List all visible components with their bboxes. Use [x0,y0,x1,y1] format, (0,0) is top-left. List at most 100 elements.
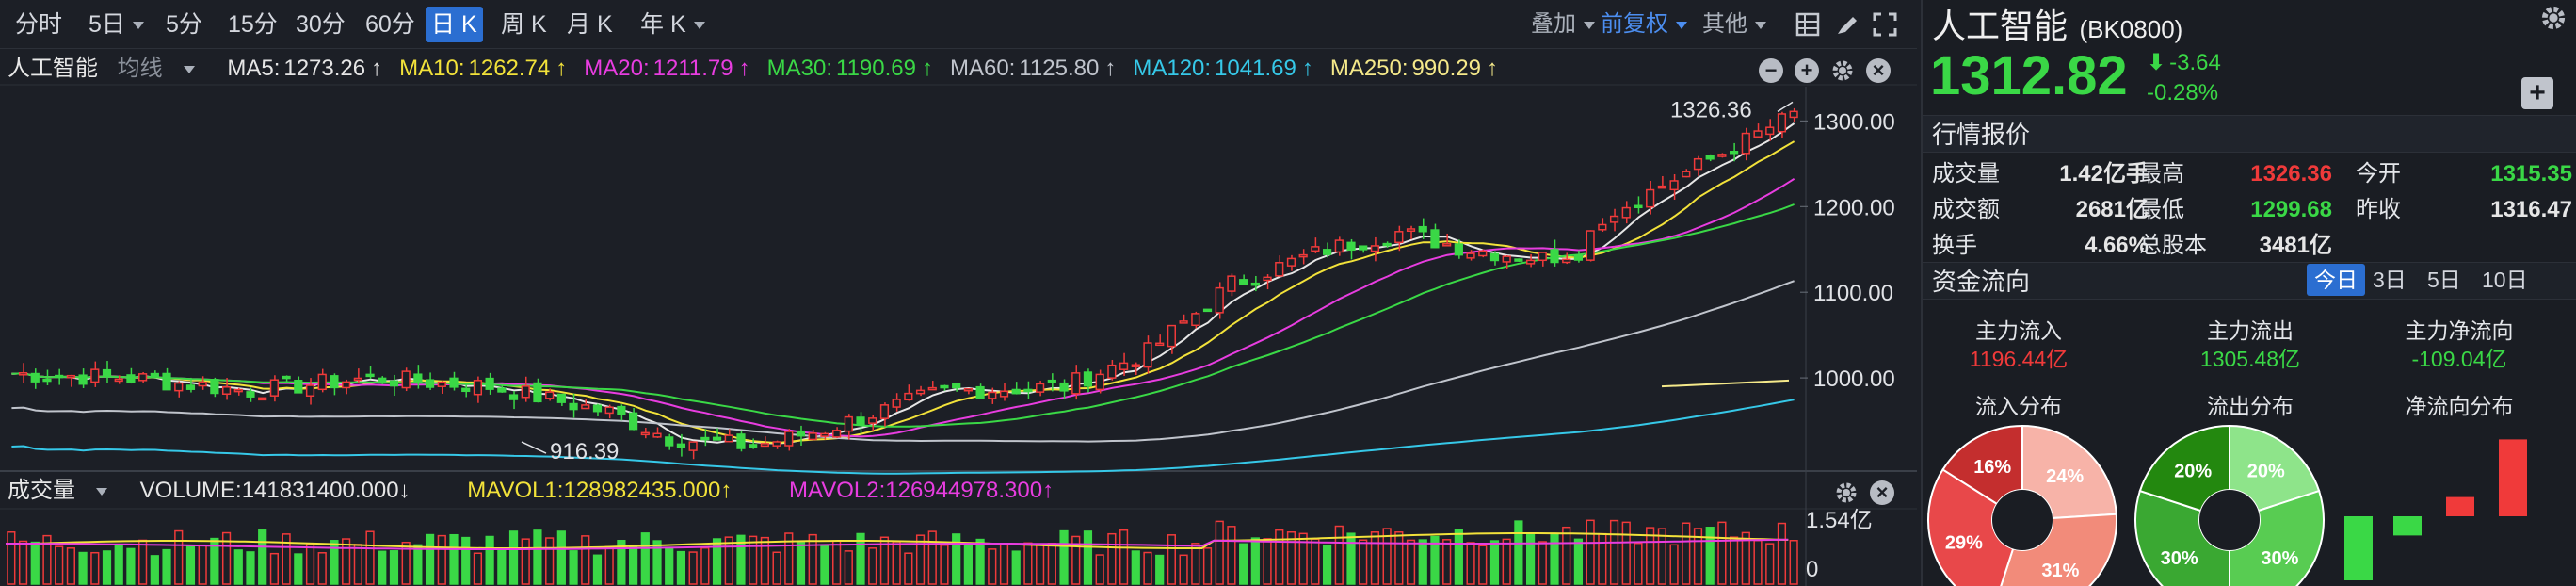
period-tab-2[interactable]: 5分 [160,7,208,42]
ma-value: 1041.69 [1215,56,1296,81]
ma-arrow: ↑ [555,56,568,81]
volume-bar [162,548,171,585]
volume-bar [1382,528,1392,585]
plus-icon[interactable]: + [1795,58,1819,83]
volume-bar [1538,541,1547,585]
mavol1-line [5,532,1789,549]
volume-bar [282,533,291,585]
quote-value: 1316.47 [2490,197,2572,222]
volume-bar [1083,530,1093,585]
candle-body [1155,342,1165,347]
candle-body [1119,362,1129,370]
overlay-menu[interactable]: 叠加 [1531,7,1595,42]
period-tab-9[interactable]: 年 K [635,7,711,42]
ma-line-60 [11,280,1795,443]
ma-line-10 [11,140,1795,445]
volume-bar [18,540,28,585]
candle-body [736,433,746,449]
candle-body [1466,252,1475,259]
ma-arrow: ↑ [738,56,750,81]
period-tab-0[interactable]: 分时 [9,7,68,42]
minus-icon[interactable]: − [1759,58,1783,83]
period-tab-4[interactable]: 30分 [290,7,351,42]
volume-bar [1789,539,1798,585]
ma-label: MA10: [399,56,465,81]
period-tab-label: 周 K [501,11,547,38]
flow-tab-3[interactable]: 10日 [2482,268,2528,292]
volume-bar [760,536,769,585]
volume-bar [749,535,758,585]
period-tab-7[interactable]: 周 K [495,7,553,42]
volume-bar [1669,544,1679,585]
volume-bar [473,552,483,585]
candle-body [233,388,243,393]
adjust-label: 前复权 [1601,11,1668,37]
period-tab-3[interactable]: 15分 [222,7,283,42]
volume-bar [1107,532,1117,585]
gear-icon[interactable] [1830,58,1855,83]
candle-body [533,382,542,403]
ma-legend-item: MA60: 1125.80 ↑ [950,56,1119,81]
fullscreen-icon[interactable] [1872,11,1898,38]
volume-bar [1334,525,1344,585]
volume-bar [305,544,315,585]
close-icon[interactable]: × [1866,58,1891,83]
candle-body [700,436,710,441]
volume-bar [1730,536,1739,585]
volume-bar [904,552,913,585]
volume-bar [915,534,926,585]
candle-body [126,374,136,383]
draw-pen-icon[interactable] [1834,11,1860,38]
period-tab-8[interactable]: 月 K [561,7,619,42]
flow-tab-1[interactable]: 3日 [2373,268,2407,292]
candle-body [1202,308,1213,313]
period-tab-1[interactable]: 5日 [83,7,150,42]
volume-bar [604,545,614,585]
candle-body [66,374,75,379]
candle-body [652,432,662,438]
inflow-pie-slice [2021,424,2117,520]
volume-bar [317,552,327,585]
adjust-menu[interactable]: 前复权 [1601,7,1687,42]
kline-chart[interactable]: 1300.00 1200.00 1100.00 1000.00 1326.36 916.3… [0,49,1917,586]
high-marker [1777,101,1794,113]
flow-tab-0[interactable]: 今日 [2307,264,2365,296]
volume-bar [975,538,985,585]
volume-panel-selector[interactable]: 成交量 [8,478,121,503]
volume-bar [999,543,1009,585]
candle-body [1646,188,1655,208]
period-tab-label: 60分 [365,11,415,38]
add-watchlist-button[interactable]: + [2521,77,2553,109]
ma-value: 990.29 [1411,56,1481,81]
quote-label: 昨收 [2356,197,2401,222]
flow-tab-2[interactable]: 5日 [2427,268,2461,292]
layout-grid-icon[interactable] [1795,11,1821,38]
volume-bar [174,529,184,585]
candle-body [1514,258,1523,262]
period-tab-6[interactable]: 日 K [426,7,483,42]
gear-icon[interactable] [1834,480,1859,505]
volume-bar [1036,544,1045,585]
candle-body [1036,383,1045,393]
candle-body [1346,241,1356,252]
candle-body [30,372,40,383]
period-tab-5[interactable]: 60分 [360,7,421,42]
gear-icon[interactable] [2539,4,2568,32]
period-tab-label: 5分 [166,11,202,38]
volume-bar [114,545,123,585]
inflow-pie-hole [1992,490,2053,550]
volume-bar [963,544,973,585]
close-icon[interactable]: × [1870,480,1894,505]
volume-bar [772,551,781,585]
other-menu[interactable]: 其他 [1702,7,1766,42]
volume-bar [449,533,459,585]
candle-body [353,377,362,382]
candle-body [1107,364,1117,379]
ma-value: 1211.79 [652,56,733,81]
ma-value: 1273.26 [283,56,366,81]
index-title: 人工智能 [1932,7,2069,45]
candle-body [150,372,159,379]
ma-label: MA120: [1133,56,1212,81]
volume-bar [353,544,362,585]
ma-selector[interactable]: 均线 [118,56,208,81]
